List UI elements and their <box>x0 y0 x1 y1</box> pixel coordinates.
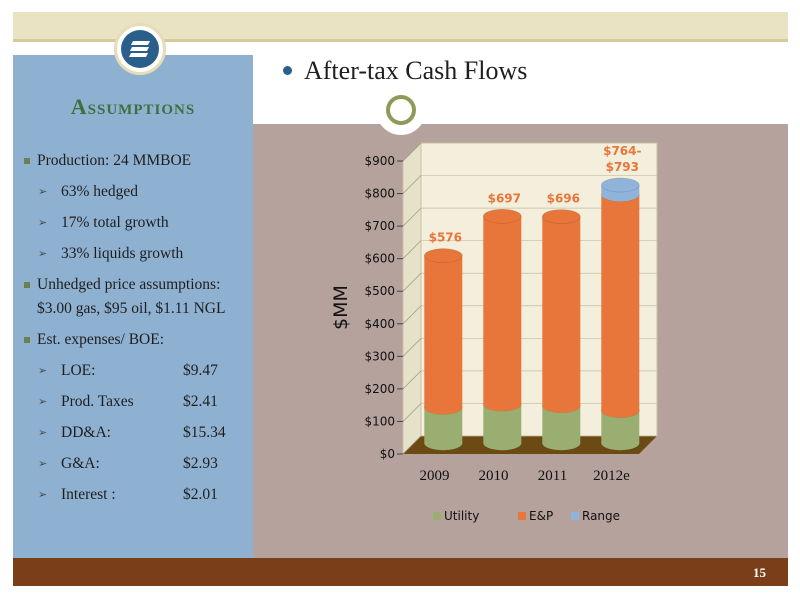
assumption-subitem: Interest : $2.01 <box>23 483 249 507</box>
assumption-item: Production: 24 MMBOE <box>23 149 249 173</box>
assumption-subitem: 63% hedged <box>23 180 249 204</box>
chart-floor <box>403 436 657 454</box>
bar-segment <box>483 216 522 405</box>
ring-ornament-icon <box>376 85 426 135</box>
y-tick-label: $0 <box>380 447 395 461</box>
assumption-value: $15.34 <box>183 424 226 441</box>
assumption-subitem: 17% total growth <box>23 211 249 235</box>
top-divider <box>13 39 788 42</box>
gridline <box>402 175 422 194</box>
assumption-text: Production: 24 MMBOE <box>37 152 192 169</box>
page-title-text: After-tax Cash Flows <box>304 56 528 85</box>
y-tick-label: $500 <box>364 284 395 298</box>
bar-segment-base <box>601 403 640 418</box>
cash-flow-chart: $0 $100 $200 $300 $400 $500 $600 $700 $800 $900 $M… <box>330 141 658 523</box>
gridline <box>402 435 422 455</box>
gridline <box>402 338 422 357</box>
assumption-text: G&A: <box>61 455 100 472</box>
bar-segment <box>542 216 581 406</box>
slide: 15 Assumptions Production: 24 MMBOE 63% h… <box>13 12 788 586</box>
legend-label: Utility <box>444 509 479 523</box>
bar-segment-base <box>542 398 581 413</box>
assumption-text: 33% liquids growth <box>61 245 184 262</box>
y-tick-label: $900 <box>364 154 395 168</box>
footer-bar: 15 <box>13 558 788 586</box>
legend-swatch <box>518 512 526 520</box>
bar-segment-base <box>424 400 463 415</box>
bar-segment-top <box>482 208 522 224</box>
assumption-text: DD&A: <box>61 424 111 441</box>
assumption-value: $2.41 <box>183 393 218 410</box>
y-tick-label: $200 <box>364 382 395 396</box>
gridline <box>402 240 422 259</box>
assumption-subitem: G&A: $2.93 <box>23 452 249 476</box>
x-tick-label: 2011 <box>538 468 567 484</box>
bullet-dot-icon <box>283 65 292 75</box>
assumption-text: Prod. Taxes <box>61 393 134 410</box>
legend-label: E&P <box>529 509 553 523</box>
bar-segment-base <box>483 397 522 412</box>
x-tick-label: 2012e <box>593 468 630 484</box>
bar-segment-base <box>542 436 581 451</box>
assumptions-heading: Assumptions <box>70 94 196 119</box>
gridline <box>402 142 422 162</box>
assumption-value: $9.47 <box>183 362 218 379</box>
legend-swatch <box>571 512 579 520</box>
x-tick-label: 2009 <box>420 468 450 484</box>
data-label: $764- <box>603 144 641 158</box>
assumption-value: $2.01 <box>183 486 218 503</box>
y-tick-label: $400 <box>364 317 395 331</box>
e-logo-icon <box>121 30 159 68</box>
assumptions-list: Production: 24 MMBOE 63% hedged 17% total … <box>23 149 249 514</box>
legend-swatch <box>433 512 441 520</box>
gridline <box>402 403 422 422</box>
assumption-value: $2.93 <box>183 455 218 472</box>
y-tick-label: $100 <box>364 414 395 428</box>
assumption-subitem: Prod. Taxes $2.41 <box>23 390 249 414</box>
gridline <box>402 272 422 292</box>
data-label: $576 <box>429 231 462 245</box>
assumption-text: LOE: <box>61 362 96 379</box>
data-label: $696 <box>547 192 580 206</box>
gridline <box>402 207 422 227</box>
assumption-text: 17% total growth <box>61 214 169 231</box>
y-tick-label: $800 <box>364 187 395 201</box>
chart-side-wall <box>402 141 422 456</box>
assumption-text: 63% hedged <box>61 183 139 200</box>
bar-segment-base <box>483 436 522 451</box>
page-title: After-tax Cash Flows <box>283 56 527 86</box>
bar-segment-top <box>424 248 463 263</box>
bar-segment-top <box>600 177 640 193</box>
assumption-text: Unhedged price assumptions: $3.00 gas, $… <box>37 276 226 317</box>
assumption-text: Est. expenses/ BOE: <box>37 331 164 348</box>
assumption-subitem: 33% liquids growth <box>23 242 249 266</box>
assumption-item: Unhedged price assumptions: $3.00 gas, $… <box>23 273 249 321</box>
company-logo <box>114 23 166 75</box>
data-label: $793 <box>606 160 639 174</box>
bar-segment-top <box>541 209 581 224</box>
page-number: 15 <box>753 565 766 580</box>
gridline <box>402 370 422 390</box>
bar-segment-base <box>424 436 463 451</box>
legend-label: Range <box>582 509 620 523</box>
data-label: $697 <box>488 191 521 205</box>
bar-segment-base <box>601 436 640 451</box>
gridline <box>402 305 422 325</box>
assumption-subitem: LOE: $9.47 <box>23 359 249 383</box>
y-tick-label: $700 <box>364 219 395 233</box>
assumption-item: Est. expenses/ BOE: <box>23 328 249 352</box>
bar-segment <box>424 255 463 408</box>
bar-segment <box>601 194 640 411</box>
assumption-text: Interest : <box>61 486 116 503</box>
assumption-subitem: DD&A: $15.34 <box>23 421 249 445</box>
x-tick-label: 2010 <box>479 468 509 484</box>
y-axis-label: $MM <box>330 285 352 330</box>
y-tick-label: $600 <box>364 252 395 266</box>
y-tick-label: $300 <box>364 349 395 363</box>
